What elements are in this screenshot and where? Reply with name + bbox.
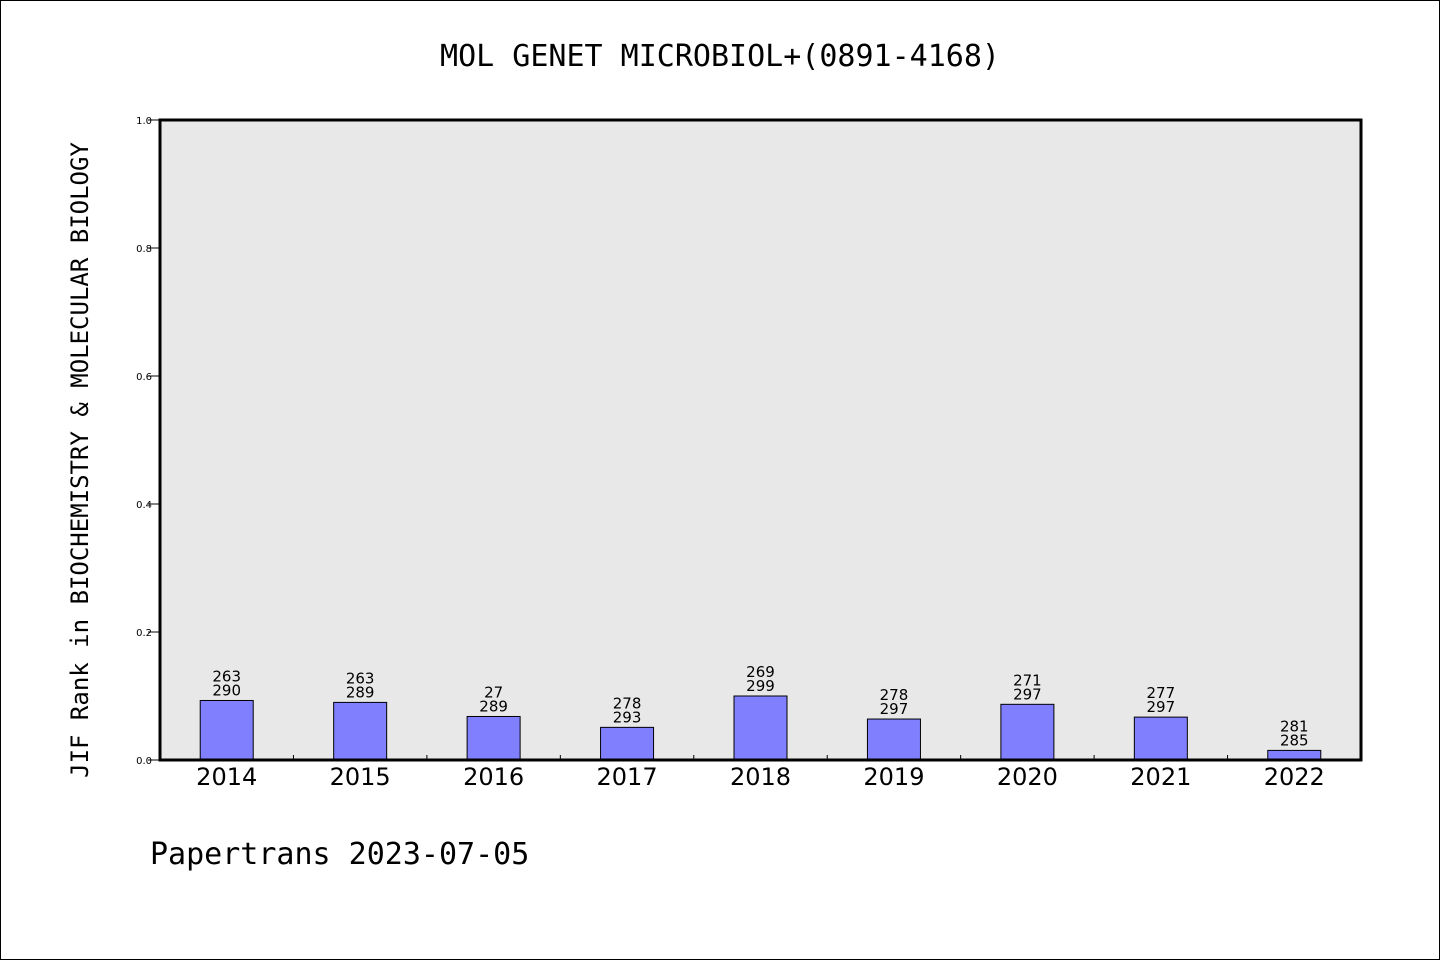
- bar: [733, 695, 788, 761]
- data-label-total: 289: [479, 697, 508, 715]
- plot-border: [158, 118, 1363, 762]
- y-tick-label: 1.0: [136, 116, 152, 127]
- data-label-total: 299: [746, 677, 775, 695]
- x-tick-label: 2021: [1130, 763, 1191, 791]
- data-label-total: 289: [346, 683, 375, 701]
- chart-marks: 0.00.20.40.60.81.02014263290201526328920…: [136, 116, 1325, 791]
- footer-text: Papertrans 2023-07-05: [150, 837, 529, 872]
- data-label-rank: 269: [746, 663, 775, 681]
- x-tick-label: 2022: [1264, 763, 1325, 791]
- data-label-total: 293: [613, 708, 642, 726]
- y-tick-label: 0.6: [136, 372, 152, 383]
- x-tick-label: 2016: [463, 763, 524, 791]
- y-axis-label: JIF Rank in BIOCHEMISTRY & MOLECULAR BIO…: [66, 142, 94, 778]
- y-tick-label: 0.8: [136, 244, 152, 255]
- data-label-rank: 281: [1280, 717, 1309, 735]
- data-label-rank: 271: [1013, 671, 1042, 689]
- x-tick-label: 2019: [863, 763, 924, 791]
- data-label-total: 297: [880, 700, 909, 718]
- plot-area: [160, 120, 1361, 760]
- bar: [1000, 703, 1055, 761]
- bar: [600, 726, 655, 761]
- chart-title: MOL GENET MICROBIOL+(0891-4168): [440, 39, 1000, 74]
- bar: [1133, 716, 1188, 761]
- data-label-rank: 277: [1147, 684, 1176, 702]
- data-label-rank: 263: [212, 667, 241, 685]
- bar: [866, 718, 921, 761]
- data-label-rank: 278: [880, 686, 909, 704]
- data-label-total: 297: [1147, 698, 1176, 716]
- x-tick-label: 2014: [196, 763, 257, 791]
- data-label-total: 285: [1280, 731, 1309, 749]
- x-tick-label: 2015: [330, 763, 391, 791]
- x-tick-label: 2017: [597, 763, 658, 791]
- bar: [466, 715, 521, 761]
- y-tick-label: 0.0: [136, 756, 152, 767]
- data-label-rank: 263: [346, 669, 375, 687]
- data-label-rank: 27: [484, 683, 503, 701]
- bar: [333, 701, 388, 761]
- data-label-total: 297: [1013, 685, 1042, 703]
- x-tick-label: 2018: [730, 763, 791, 791]
- x-tick-label: 2020: [997, 763, 1058, 791]
- y-tick-label: 0.2: [136, 628, 152, 639]
- data-label-total: 290: [212, 681, 241, 699]
- bar: [199, 699, 254, 761]
- data-label-rank: 278: [613, 694, 642, 712]
- y-tick-label: 0.4: [136, 500, 152, 511]
